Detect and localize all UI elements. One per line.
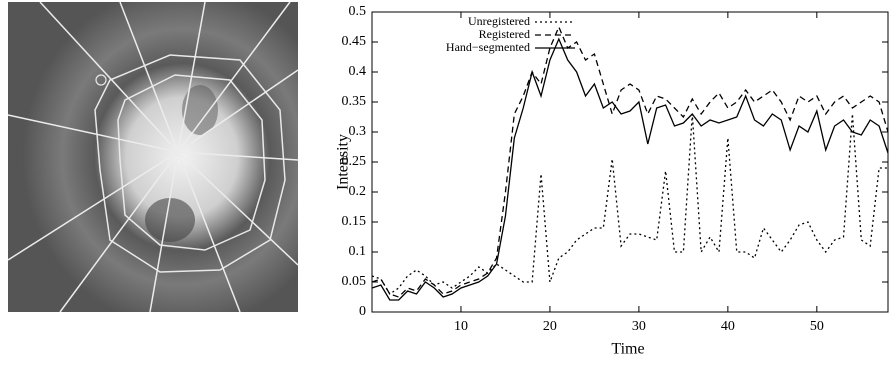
y-tick-label: 0.3 <box>349 124 367 139</box>
x-tick-label: 50 <box>810 319 824 334</box>
series-line <box>371 113 888 295</box>
y-tick-label: 0.5 <box>349 4 367 19</box>
series-line <box>371 37 889 301</box>
y-tick-label: 0.4 <box>349 64 367 79</box>
y-tick-label: 0.15 <box>342 214 367 229</box>
x-tick-label: 30 <box>632 319 646 334</box>
y-tick-label: 0.25 <box>342 154 367 169</box>
x-tick-label: 40 <box>721 319 735 334</box>
y-tick-label: 0.2 <box>349 184 367 199</box>
y-tick-label: 0.45 <box>342 34 367 49</box>
legend-label: Registered <box>479 27 530 41</box>
x-tick-label: 10 <box>454 319 468 334</box>
mri-image <box>7 1 299 313</box>
legend-label: Hand−segmented <box>446 40 530 54</box>
x-tick-label: 20 <box>543 319 557 334</box>
y-tick-label: 0.35 <box>342 94 367 109</box>
series-line <box>371 25 889 298</box>
y-tick-label: 0 <box>359 304 366 319</box>
legend-label: Unregistered <box>468 14 530 28</box>
y-tick-label: 0.1 <box>349 244 367 259</box>
x-axis-label: Time <box>611 341 644 358</box>
y-tick-label: 0.05 <box>342 274 367 289</box>
chart: Time Intensity 0 0.05 0.1 0.15 0.2 0.25 0.3 0.3… <box>335 4 889 358</box>
y-axis-label: Intensity <box>335 134 352 190</box>
plot-frame <box>371 11 889 313</box>
